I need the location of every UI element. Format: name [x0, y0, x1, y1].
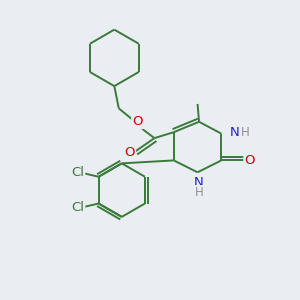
Text: H: H [241, 126, 250, 139]
Text: O: O [244, 154, 255, 167]
Text: H: H [195, 186, 203, 199]
Text: N: N [194, 176, 204, 189]
Text: O: O [124, 146, 135, 160]
Text: Cl: Cl [71, 202, 84, 214]
Text: N: N [230, 126, 240, 139]
Text: O: O [132, 115, 143, 128]
Text: Cl: Cl [71, 166, 84, 179]
